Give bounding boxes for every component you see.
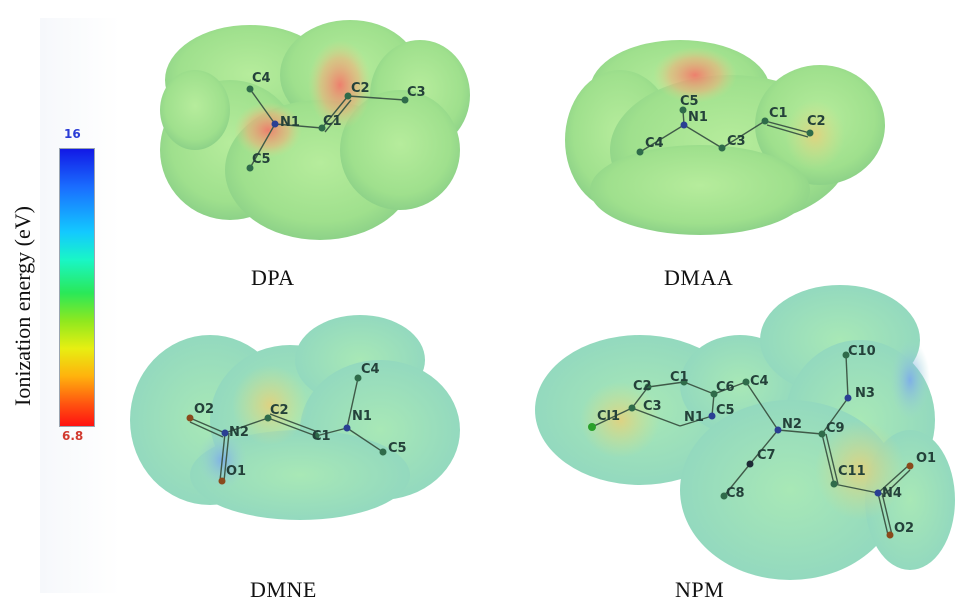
atom-label: C7: [757, 448, 776, 463]
dpa-surface: [160, 20, 470, 240]
atom-label: C2: [633, 379, 652, 394]
atom-label: N2: [229, 425, 249, 440]
color-scale-bar: [59, 148, 95, 427]
atom-label: C3: [643, 399, 662, 414]
atom-label: C2: [807, 114, 826, 129]
dmne-atom-labels: O2 N2 C2 C1 N1 C4 C5 O1: [194, 362, 407, 479]
atom-label: C11: [838, 464, 866, 479]
atom-label: C4: [645, 136, 664, 151]
atom-label: C1: [312, 429, 331, 444]
atom-label: O2: [894, 521, 914, 536]
atom-label: C8: [726, 486, 745, 501]
dmne-surface: [130, 315, 460, 520]
atom-label: C3: [407, 85, 426, 100]
atom-label: N1: [688, 110, 708, 125]
dmaa-atom-labels: C5 N1 C1 C2 C4 C3: [645, 94, 826, 151]
caption-dmne: DMNE: [250, 577, 317, 602]
atom-label: C4: [252, 71, 271, 86]
color-scale-max-label: 16: [64, 127, 81, 141]
atom-label: N2: [782, 417, 802, 432]
atom-label: C10: [848, 344, 876, 359]
atom-label: N3: [855, 386, 875, 401]
atom-label: N1: [280, 115, 300, 130]
bonds: [189, 88, 911, 536]
atom-label: N1: [352, 409, 372, 424]
caption-dmaa: DMAA: [664, 265, 734, 290]
npm-atom-labels: C10 N3 C2 C1 C6 C4 Cl1 C3 N1 C5 N2 C9 C7…: [597, 344, 936, 536]
atom-label: C2: [270, 403, 289, 418]
atom-label: C3: [727, 134, 746, 149]
atom-label: C1: [323, 114, 342, 129]
atom-label: C6: [716, 380, 735, 395]
atom-label: O1: [226, 464, 246, 479]
atom-label: N4: [882, 486, 902, 501]
atom-label: C5: [388, 441, 407, 456]
color-scale-min-label: 6.8: [62, 429, 84, 443]
npm-surface: [535, 285, 955, 580]
atom-label: C2: [351, 81, 370, 96]
atom-label: C4: [750, 374, 769, 389]
atom-label: C1: [670, 370, 689, 385]
atom-label: C5: [716, 403, 735, 418]
atom-label: C5: [680, 94, 699, 109]
atom-label: C5: [252, 152, 271, 167]
atom-label: C1: [769, 106, 788, 121]
caption-npm: NPM: [675, 577, 725, 602]
atom-dots: [186, 85, 914, 539]
atom-label: O1: [916, 451, 936, 466]
atom-label: C9: [826, 421, 845, 436]
atom-label: N1: [684, 410, 704, 425]
atom-label: O2: [194, 402, 214, 417]
dpa-atom-labels: C4 N1 C1 C2 C3 C5: [252, 71, 426, 167]
atom-label: C4: [361, 362, 380, 377]
atom-label: Cl1: [597, 409, 620, 424]
caption-dpa: DPA: [251, 265, 295, 290]
dmaa-surface: [565, 40, 885, 235]
